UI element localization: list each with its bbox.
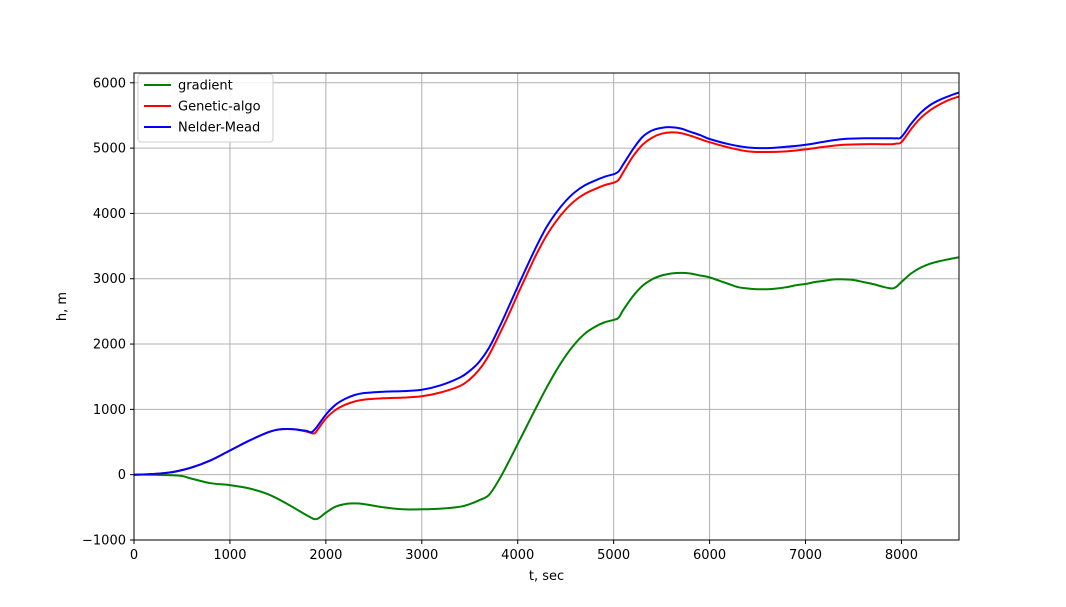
x-tick-label: 6000 xyxy=(693,548,726,563)
x-tick-label: 1000 xyxy=(213,548,246,563)
legend-label: Nelder-Mead xyxy=(178,121,260,136)
y-axis-ticks: −1000 0 1000 2000 3000 4000 5000 6000 xyxy=(82,76,134,549)
legend: gradient Genetic-algo Nelder-Mead xyxy=(137,73,274,143)
y-tick-label: 5000 xyxy=(93,142,126,157)
x-tick-label: 2000 xyxy=(309,548,342,563)
series-line-gradient xyxy=(133,256,960,521)
y-tick-label: 3000 xyxy=(93,272,126,287)
x-axis-ticks: 0 1000 2000 3000 4000 5000 6000 7000 8000 xyxy=(130,540,918,563)
series-line-nelder-mead xyxy=(133,91,960,476)
legend-label: Genetic-algo xyxy=(178,100,261,115)
series-lines xyxy=(133,91,960,521)
x-tick-label: 5000 xyxy=(597,548,630,563)
x-tick-label: 7000 xyxy=(789,548,822,563)
x-tick-label: 0 xyxy=(130,548,138,563)
x-tick-label: 4000 xyxy=(501,548,534,563)
legend-box xyxy=(137,73,274,143)
x-axis-label: t, sec xyxy=(529,569,564,584)
y-tick-label: 0 xyxy=(118,468,126,483)
plot-frame xyxy=(133,72,960,541)
y-tick-label: −1000 xyxy=(82,534,126,549)
y-axis-label: h, m xyxy=(55,292,70,321)
x-tick-label: 8000 xyxy=(885,548,918,563)
y-tick-label: 2000 xyxy=(93,338,126,353)
y-tick-label: 4000 xyxy=(93,207,126,222)
legend-label: gradient xyxy=(178,79,233,94)
y-tick-label: 1000 xyxy=(93,403,126,418)
y-tick-label: 6000 xyxy=(93,76,126,91)
x-tick-label: 3000 xyxy=(405,548,438,563)
